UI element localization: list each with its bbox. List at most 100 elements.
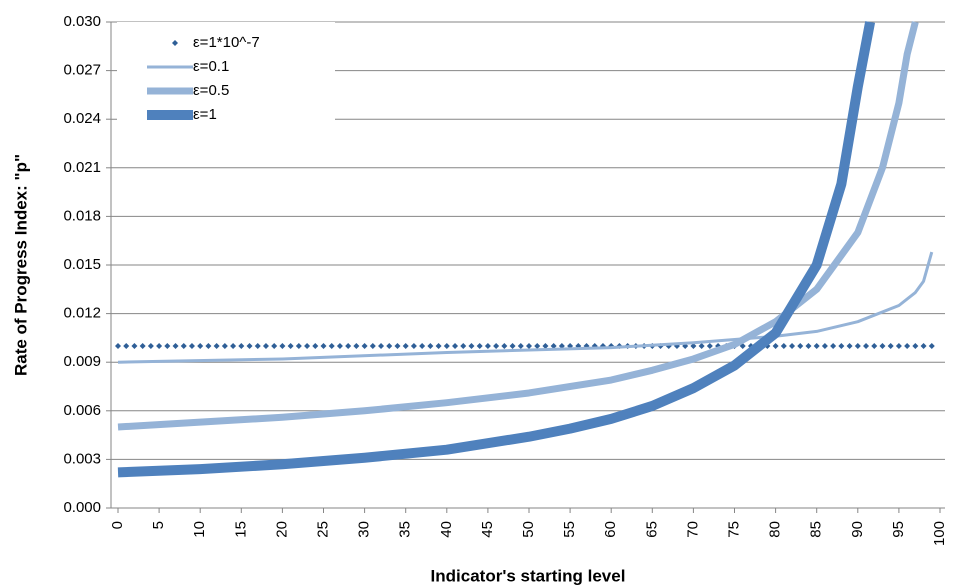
marker — [706, 343, 713, 349]
marker — [435, 343, 442, 349]
marker — [419, 343, 426, 349]
marker — [821, 343, 828, 349]
marker — [805, 343, 812, 349]
marker — [221, 343, 228, 349]
marker — [895, 343, 902, 349]
marker — [287, 343, 294, 349]
series-line — [117, 21, 876, 478]
y-tick-label: 0.009 — [63, 353, 101, 370]
marker — [854, 343, 861, 349]
marker — [246, 343, 253, 349]
x-tick-label: 5 — [150, 521, 167, 529]
legend-label: ε=1*10^-7 — [193, 34, 260, 51]
y-tick-label: 0.006 — [63, 402, 101, 419]
y-tick-label: 0.012 — [63, 305, 101, 322]
marker — [238, 343, 245, 349]
y-tick-label: 0.030 — [63, 13, 101, 30]
marker — [879, 343, 886, 349]
marker — [484, 343, 491, 349]
marker — [394, 343, 401, 349]
legend-label: ε=1 — [193, 106, 217, 123]
marker — [928, 343, 935, 349]
x-tick-label: 10 — [191, 521, 208, 538]
marker — [526, 343, 532, 349]
legend-label: ε=0.1 — [193, 58, 229, 75]
marker — [172, 343, 179, 349]
marker — [452, 343, 459, 349]
marker — [180, 343, 187, 349]
marker — [509, 343, 516, 349]
marker — [468, 343, 475, 349]
marker — [534, 343, 541, 349]
marker — [838, 343, 845, 349]
x-tick-label: 20 — [273, 521, 290, 538]
marker — [386, 343, 393, 349]
legend-label: ε=0.5 — [193, 82, 229, 99]
x-tick-label: 95 — [890, 521, 907, 538]
x-axis-title: Indicator's starting level — [431, 566, 626, 585]
x-tick-label: 60 — [602, 521, 619, 538]
series-line — [117, 21, 919, 431]
x-tick-label: 70 — [684, 521, 701, 538]
x-tick-label: 40 — [438, 521, 455, 538]
marker — [871, 343, 878, 349]
series-line — [117, 251, 934, 364]
marker — [550, 343, 557, 349]
marker — [271, 343, 278, 349]
marker — [262, 343, 269, 349]
marker — [295, 343, 302, 349]
x-tick-label: 65 — [643, 521, 660, 538]
x-tick-label: 0 — [109, 521, 126, 529]
marker — [920, 343, 927, 349]
marker — [443, 343, 450, 349]
marker — [197, 343, 204, 349]
marker — [336, 343, 343, 349]
marker — [501, 343, 508, 349]
y-tick-label: 0.018 — [63, 207, 101, 224]
x-tick-label: 90 — [849, 521, 866, 538]
marker — [279, 343, 286, 349]
marker — [312, 343, 319, 349]
marker — [690, 343, 697, 349]
marker — [912, 343, 919, 349]
marker — [361, 343, 368, 349]
marker — [156, 343, 163, 349]
marker — [115, 343, 121, 349]
x-tick-label: 55 — [561, 521, 578, 538]
marker — [460, 343, 467, 349]
marker — [904, 343, 911, 349]
marker — [188, 343, 195, 349]
marker — [328, 343, 335, 349]
y-tick-label: 0.000 — [63, 499, 101, 516]
x-tick-label: 45 — [479, 521, 496, 538]
marker — [789, 343, 796, 349]
y-tick-label: 0.027 — [63, 62, 101, 79]
y-tick-label: 0.024 — [63, 110, 101, 127]
marker — [846, 343, 853, 349]
marker — [213, 343, 220, 349]
marker — [139, 343, 146, 349]
marker — [476, 343, 483, 349]
marker — [205, 343, 212, 349]
marker — [517, 343, 524, 349]
marker — [320, 343, 327, 349]
legend-marker — [172, 40, 178, 46]
x-tick-label: 80 — [767, 521, 784, 538]
legend-box — [117, 22, 335, 122]
marker — [147, 343, 154, 349]
x-tick-label: 35 — [397, 521, 414, 538]
marker — [772, 343, 779, 349]
marker — [542, 343, 549, 349]
y-tick-label: 0.003 — [63, 450, 101, 467]
x-tick-label: 75 — [725, 521, 742, 538]
marker — [345, 343, 352, 349]
marker — [813, 343, 820, 349]
y-tick-label: 0.015 — [63, 256, 101, 273]
marker — [378, 343, 385, 349]
y-tick-label: 0.021 — [63, 159, 101, 176]
x-tick-label: 85 — [808, 521, 825, 538]
marker — [353, 343, 360, 349]
x-tick-label: 15 — [232, 521, 249, 538]
marker — [304, 343, 311, 349]
